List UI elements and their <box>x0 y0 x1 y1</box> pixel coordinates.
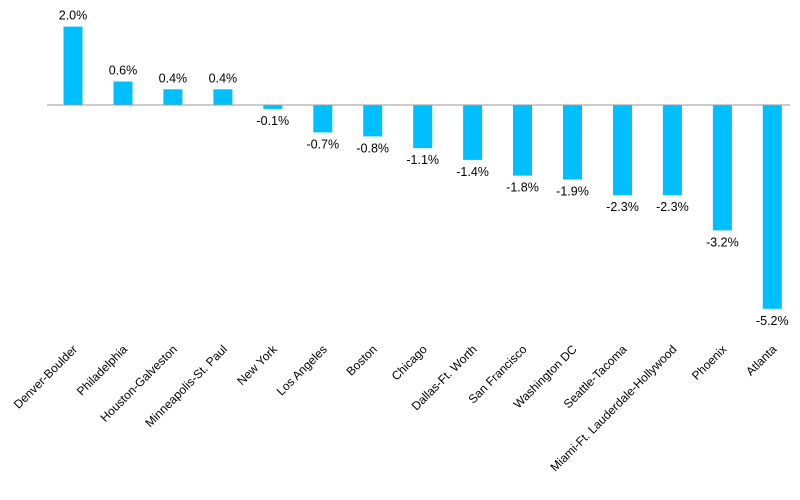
bar-7 <box>413 105 433 149</box>
category-label-0: Denver-Boulder <box>11 342 80 411</box>
bar-1 <box>113 81 133 105</box>
category-label-14: Atlanta <box>743 342 780 379</box>
value-label-13: -3.2% <box>706 235 739 249</box>
value-label-12: -2.3% <box>656 200 689 214</box>
value-label-8: -1.4% <box>456 165 489 179</box>
category-label-5: Los Angeles <box>274 342 330 398</box>
bar-14 <box>762 105 782 309</box>
bars-layer <box>63 26 782 309</box>
category-label-6: Boston <box>344 342 380 378</box>
value-label-5: -0.7% <box>306 137 339 151</box>
category-label-4: New York <box>234 342 280 388</box>
category-label-13: Phoenix <box>689 342 730 383</box>
value-label-4: -0.1% <box>256 114 289 128</box>
bar-13 <box>712 105 732 231</box>
bar-0 <box>63 26 83 106</box>
bar-2 <box>163 89 183 105</box>
value-label-1: 0.6% <box>109 64 138 78</box>
bar-5 <box>313 105 333 133</box>
bar-10 <box>563 105 582 180</box>
value-label-2: 0.4% <box>159 71 188 85</box>
bar-11 <box>613 105 632 196</box>
value-label-3: 0.4% <box>209 71 238 85</box>
value-labels-layer: 2.0% 0.6% 0.4% 0.4% -0.1% -0.7% -0.8% -1.1% -1.4… <box>59 9 789 328</box>
category-labels-layer: Denver-BoulderPhiladelphiaHouston-Galves… <box>11 342 780 475</box>
value-label-9: -1.8% <box>506 181 539 195</box>
bar-6 <box>363 105 383 137</box>
bar-3 <box>213 89 233 105</box>
bar-12 <box>662 105 682 196</box>
value-label-10: -1.9% <box>556 185 589 199</box>
category-label-7: Chicago <box>389 342 430 383</box>
value-label-0: 2.0% <box>59 9 88 23</box>
bar-8 <box>463 105 483 160</box>
value-label-14: -5.2% <box>756 314 789 328</box>
value-label-7: -1.1% <box>406 153 439 167</box>
value-label-6: -0.8% <box>356 141 389 155</box>
bar-4 <box>263 105 283 109</box>
value-label-11: -2.3% <box>606 200 639 214</box>
bar-9 <box>513 105 532 176</box>
category-label-3: Minneapolis-St. Paul <box>142 342 230 430</box>
